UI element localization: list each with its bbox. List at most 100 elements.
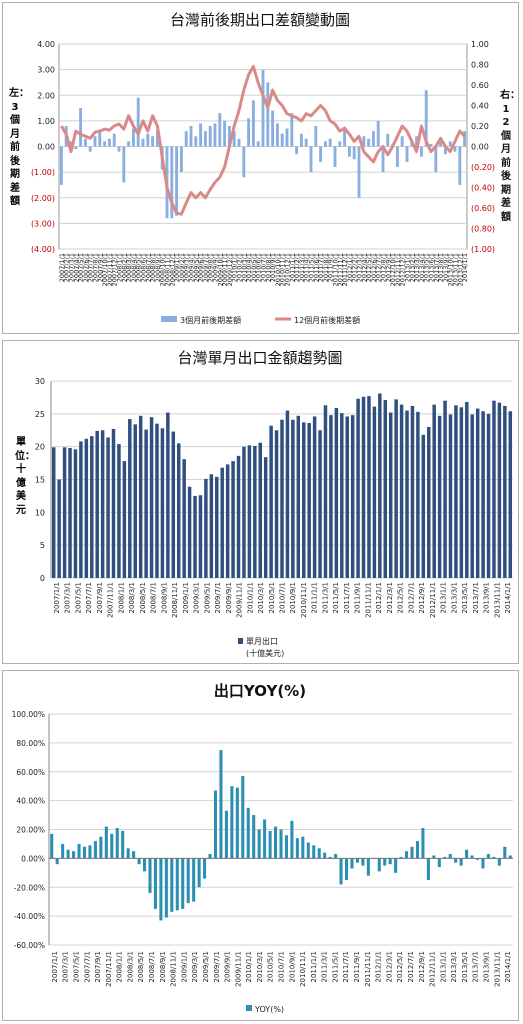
export-bar: [106, 437, 110, 578]
x-tick-label: 2014/1/1: [504, 951, 512, 982]
x-tick-label: 2009/12/1: [226, 253, 234, 286]
y-tick-label: 25: [35, 410, 45, 419]
x-tick-label: 2008/1/1: [116, 253, 124, 282]
export-bar: [497, 402, 502, 578]
yoy-bar: [383, 858, 387, 866]
y-tick-label: 5: [40, 541, 45, 550]
difference-bar: [256, 141, 260, 147]
right-tick-label: (0.60): [471, 204, 495, 213]
y-tick-label: -20.00%: [14, 883, 45, 892]
x-tick-label: 2007/5/1: [72, 951, 80, 982]
chart-title: 台灣前後期出口差額變動圖: [170, 11, 350, 29]
x-tick-label: 2013/5/1: [423, 253, 431, 282]
y-tick-label: -60.00%: [14, 941, 45, 950]
x-tick-label: 2011/1/1: [288, 253, 296, 282]
export-bar: [144, 429, 148, 578]
x-tick-label: 2010/5/1: [250, 253, 258, 282]
x-tick-label: 2012/9/1: [384, 253, 392, 282]
difference-bar: [309, 146, 313, 173]
x-tick-label: 2007/3/1: [64, 582, 72, 613]
yoy-bar: [268, 830, 272, 859]
legend-marker: [238, 638, 243, 644]
difference-bar: [367, 138, 371, 147]
difference-chart-svg: 台灣前後期出口差額變動圖 4.00 3.00 2.00 1.00 0.00 (1.00) (2…: [31, 11, 495, 325]
legend-label-line: 12個月前後期差額: [294, 315, 360, 325]
difference-bar: [223, 120, 227, 147]
x-tick-label: 2008/5/1: [137, 951, 145, 982]
x-tick-label: 2011/2/1: [293, 253, 301, 282]
x-tick-label: 2007/8/1: [92, 253, 100, 282]
x-tick-label: 2010/10/1: [274, 253, 282, 286]
x-tick-label: 2009/3/1: [191, 951, 199, 982]
x-tick-label: 2009/1/1: [173, 253, 181, 282]
yoy-bar: [334, 854, 338, 859]
x-tick-label: 2009/1/1: [180, 951, 188, 982]
x-tick-label: 2011/5/1: [332, 582, 340, 613]
right-tick-label: 0.20: [471, 122, 489, 131]
yoy-bar: [148, 858, 152, 894]
difference-bar: [328, 138, 332, 147]
right-tick-label: 0.00: [471, 143, 489, 152]
difference-bar: [151, 136, 155, 147]
difference-bar: [117, 146, 121, 152]
legend-marker-bars: [161, 316, 177, 322]
export-bar: [454, 405, 458, 578]
x-tick-label: 2010/3/1: [257, 582, 265, 613]
x-tick-label: 2011/9/1: [353, 951, 361, 982]
x-tick-label: 2012/1/1: [375, 951, 383, 982]
export-bar: [62, 447, 67, 578]
right-axis-label: 右：12個月前後期差額: [500, 90, 519, 223]
x-tick-label: 2012/8/1: [380, 253, 388, 282]
yoy-bar: [213, 790, 218, 859]
x-tick-label: 2007/3/1: [68, 253, 76, 282]
right-tick-label: 0.80: [471, 61, 489, 70]
export-bar: [171, 431, 176, 578]
x-tick-label: 2007/7/1: [87, 253, 95, 282]
export-bar: [312, 416, 317, 578]
x-tick-label: 2012/7/1: [407, 582, 415, 613]
difference-bar: [434, 146, 438, 173]
yoy-bar: [203, 858, 207, 879]
x-tick-label: 2007/10/1: [101, 253, 109, 286]
x-tick-label: 2007/12/1: [111, 253, 119, 286]
yoy-bar: [263, 819, 267, 859]
x-tick-label: 2007/4/1: [72, 253, 80, 282]
x-tick-label: 2011/7/1: [342, 951, 350, 982]
x-tick-label: 2007/1/1: [53, 582, 61, 613]
x-tick-label: 2011/5/1: [308, 253, 316, 282]
difference-bar: [88, 146, 92, 152]
yoy-bar: [301, 836, 305, 859]
difference-bar: [463, 131, 467, 147]
yoy-bar: [317, 848, 321, 859]
difference-bar: [170, 146, 174, 219]
yoy-bar: [88, 845, 92, 859]
yoy-bar: [366, 858, 370, 876]
yoy-bar: [164, 858, 168, 918]
export-bar: [323, 405, 328, 578]
difference-bar: [319, 146, 323, 162]
difference-bar: [443, 146, 447, 155]
x-tick-label: 2013/3/1: [413, 253, 421, 282]
y-tick-label: 20.00%: [16, 826, 45, 835]
export-bar: [492, 400, 496, 578]
export-bar: [383, 400, 388, 578]
x-tick-label: 2013/7/1: [432, 253, 440, 282]
difference-bar: [371, 131, 375, 147]
export-bar: [378, 393, 382, 578]
x-tick-label: 2013/7/1: [472, 582, 480, 613]
yoy-bar: [421, 828, 425, 859]
x-tick-label: 2011/10/1: [332, 253, 340, 286]
x-tick-label: 2007/3/1: [62, 951, 70, 982]
x-tick-label: 2013/5/1: [461, 951, 469, 982]
x-tick-label: 2011/7/1: [317, 253, 325, 282]
difference-bar: [131, 128, 135, 147]
yoy-bar: [410, 846, 414, 859]
x-tick-label: 2008/7/1: [148, 951, 156, 982]
yoy-bar: [186, 858, 190, 904]
x-tick-label: 2007/1/1: [51, 951, 59, 982]
x-tick-label: 2010/11/1: [299, 951, 307, 987]
x-tick-label: 2011/11/1: [364, 951, 372, 987]
y-tick-label: 0.00%: [21, 854, 45, 863]
difference-bar: [199, 123, 203, 147]
difference-bar: [184, 131, 188, 147]
